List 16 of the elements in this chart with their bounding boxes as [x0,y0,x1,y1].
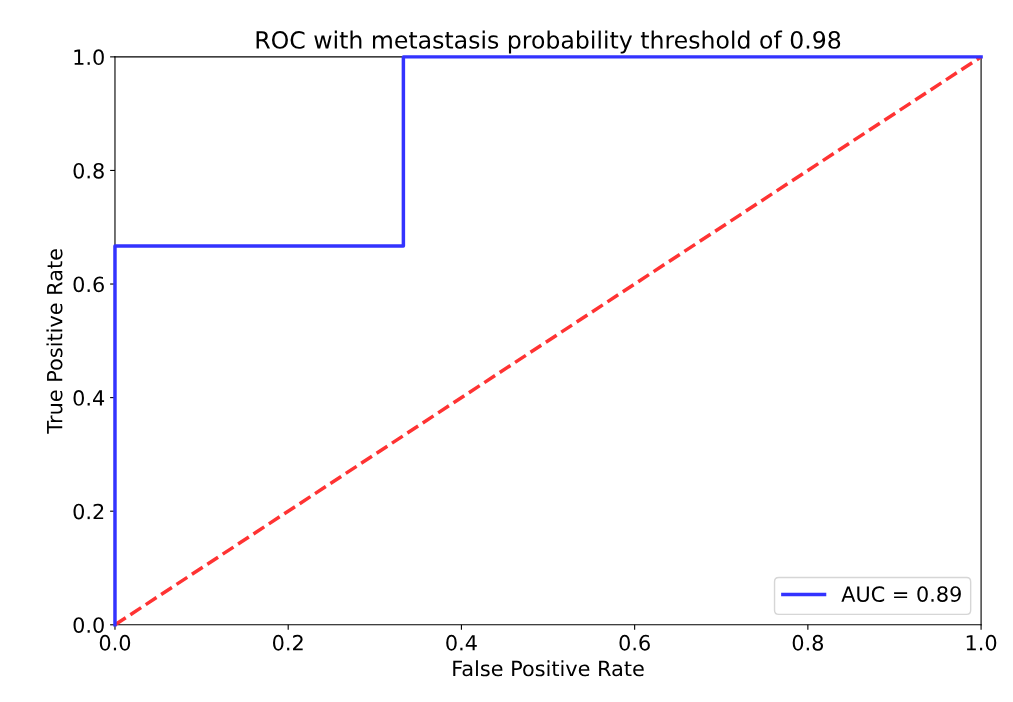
y-axis-title: True Positive Rate [46,249,63,434]
y-tick-label: 1.0 [74,49,104,66]
x-axis-title: False Positive Rate [453,660,644,677]
y-tick-label: 0.4 [73,390,105,406]
chart-title: ROC with metastasis probability threshold of 0.98 [256,30,841,54]
y-tick-label: 0.6 [73,276,104,293]
y-tick-label: 0.8 [73,162,104,179]
y-tick-label: 0.2 [73,503,104,520]
x-tick-label: 0.4 [446,634,477,651]
x-tick-label: 1.0 [966,634,997,651]
x-tick-label: 0.2 [273,634,303,651]
x-tick-label: 0.0 [99,634,131,651]
x-tick-label: 0.6 [619,634,650,651]
x-tick-label: 0.8 [792,634,824,651]
y-tick-label: 0.0 [73,617,104,633]
legend-label: AUC = 0.89 [841,586,961,602]
